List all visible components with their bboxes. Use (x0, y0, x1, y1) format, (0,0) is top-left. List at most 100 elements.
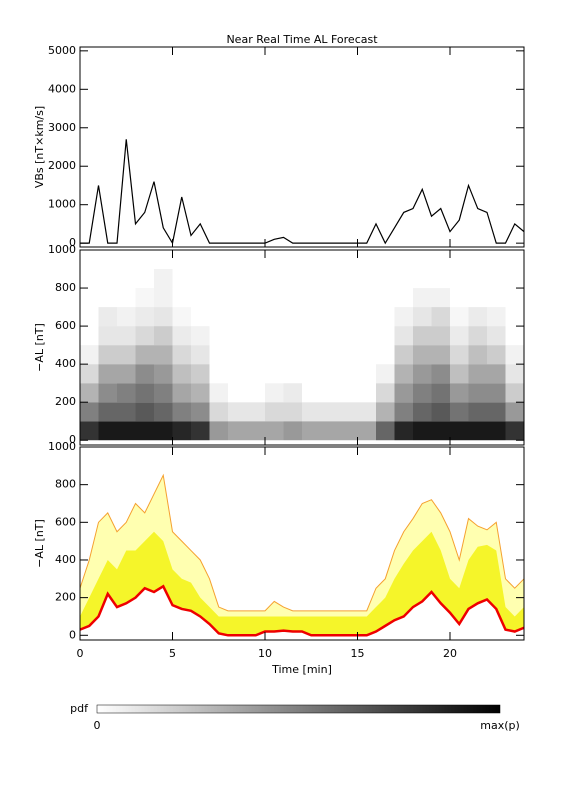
heat-cell (450, 421, 469, 441)
heat-cell (283, 269, 302, 289)
heat-cell (80, 326, 99, 346)
heat-cell (394, 383, 413, 403)
heat-cell (487, 269, 506, 289)
y-tick-label: 600 (55, 515, 76, 528)
heat-cell (209, 288, 228, 308)
heat-cell (191, 364, 210, 384)
x-axis-label: Time [min] (271, 663, 332, 676)
x-tick-label: 0 (77, 647, 84, 660)
colorbar-title: pdf (70, 702, 89, 715)
heat-cell (191, 307, 210, 327)
heat-cell (320, 307, 339, 327)
heat-cell (191, 402, 210, 422)
heat-cell (117, 288, 136, 308)
heat-cell (246, 288, 265, 308)
heat-cell (302, 307, 321, 327)
heat-cell (135, 402, 154, 422)
heat-cell (191, 269, 210, 289)
heat-cell (431, 288, 450, 308)
heat-cell (431, 383, 450, 403)
heat-cell (172, 326, 191, 346)
heat-cell (265, 288, 284, 308)
x-tick-label: 20 (443, 647, 457, 660)
heat-cell (394, 421, 413, 441)
heat-cell (117, 402, 136, 422)
heat-cell (191, 250, 210, 270)
heat-cell (265, 383, 284, 403)
heat-cell (468, 421, 487, 441)
heat-cell (302, 326, 321, 346)
heat-cell (117, 307, 136, 327)
heat-cell (154, 326, 173, 346)
y-tick-label: 600 (55, 319, 76, 332)
heat-cell (302, 269, 321, 289)
y-tick-label: 1000 (48, 198, 76, 211)
band (80, 531, 524, 636)
heat-cell (117, 364, 136, 384)
heat-cell (209, 402, 228, 422)
heat-cell (339, 326, 358, 346)
heat-cell (172, 364, 191, 384)
heat-cell (468, 288, 487, 308)
heat-cell (394, 307, 413, 327)
heat-cell (191, 345, 210, 365)
y-axis-label: −AL [nT] (33, 519, 46, 568)
heat-cell (172, 269, 191, 289)
heat-cell (505, 288, 524, 308)
heat-cell (302, 402, 321, 422)
heat-cell (117, 269, 136, 289)
heat-cell (468, 269, 487, 289)
colorbar (96, 704, 501, 714)
colorbar-max: max(p) (480, 719, 520, 732)
heat-cell (450, 364, 469, 384)
heat-cell (339, 364, 358, 384)
heat-cell (505, 307, 524, 327)
y-tick-label: 200 (55, 395, 76, 408)
heat-cell (357, 307, 376, 327)
heat-cell (339, 421, 358, 441)
heat-cell (431, 345, 450, 365)
heat-cell (505, 250, 524, 270)
heat-cell (376, 288, 395, 308)
heat-cell (80, 402, 99, 422)
heat-cell (283, 326, 302, 346)
heat-cell (283, 421, 302, 441)
heat-cell (191, 421, 210, 441)
heat-cell (228, 402, 247, 422)
heat-cell (98, 307, 117, 327)
heat-cell (98, 402, 117, 422)
heat-cell (413, 364, 432, 384)
heat-cell (487, 345, 506, 365)
heat-cell (339, 345, 358, 365)
plot-frame (79, 46, 525, 248)
y-tick-label: 3000 (48, 121, 76, 134)
heat-cell (413, 421, 432, 441)
heat-cell (283, 364, 302, 384)
heat-cell (394, 345, 413, 365)
heat-cell (154, 364, 173, 384)
heat-cell (394, 288, 413, 308)
heat-cell (283, 307, 302, 327)
heat-cell (302, 421, 321, 441)
heat-cell (357, 421, 376, 441)
heat-cell (283, 250, 302, 270)
heat-cell (339, 250, 358, 270)
heat-cell (468, 364, 487, 384)
heat-cell (154, 383, 173, 403)
heat-cell (246, 364, 265, 384)
heat-cell (339, 269, 358, 289)
heat-cell (339, 383, 358, 403)
heat-cell (376, 345, 395, 365)
x-tick-label: 15 (351, 647, 365, 660)
heat-cell (98, 288, 117, 308)
data-line (80, 139, 525, 245)
y-tick-label: 800 (55, 478, 76, 491)
heat-cell (413, 402, 432, 422)
heat-cell (320, 326, 339, 346)
heat-cell (468, 250, 487, 270)
heat-cell (265, 326, 284, 346)
heat-cell (413, 307, 432, 327)
y-tick-label: 200 (55, 591, 76, 604)
heat-cell (265, 421, 284, 441)
heat-cell (320, 421, 339, 441)
